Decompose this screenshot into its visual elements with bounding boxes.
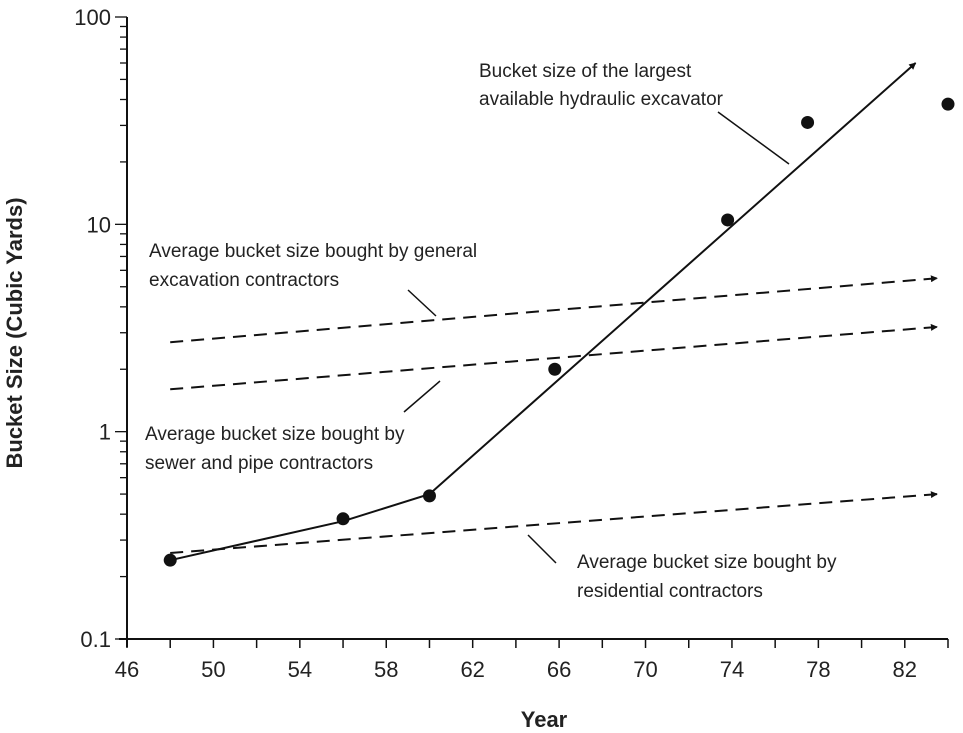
x-tick-label: 46 xyxy=(115,657,139,682)
y-axis-title: Bucket Size (Cubic Yards) xyxy=(2,197,27,468)
axes: 46 50 54 58 62 66 70 74 78 82 0.1 1 10 100 Year Bucket … xyxy=(2,5,949,732)
annotation-general: excavation contractors xyxy=(149,270,339,291)
y-tick-label: 1 xyxy=(99,420,111,445)
series-line-sewer xyxy=(170,323,938,391)
series-layer xyxy=(169,62,938,562)
x-axis-title: Year xyxy=(521,707,568,732)
points-layer xyxy=(163,97,955,567)
annotation-layer: Bucket size of the largest available hydr… xyxy=(145,61,837,602)
leader-line-largest xyxy=(717,111,790,165)
x-tick-label: 62 xyxy=(460,657,484,682)
x-tick-label: 78 xyxy=(806,657,830,682)
data-point xyxy=(941,97,955,111)
y-tick-label: 10 xyxy=(87,212,111,237)
leader-line-sewer xyxy=(403,380,441,413)
series-line-general xyxy=(170,275,938,344)
data-point xyxy=(801,115,815,129)
data-point xyxy=(336,512,350,526)
data-point xyxy=(548,362,562,376)
x-tick-label: 74 xyxy=(720,657,744,682)
series-line-largest xyxy=(169,62,917,562)
annotation-residential: Average bucket size bought by xyxy=(577,552,837,573)
annotation-largest: Bucket size of the largest xyxy=(479,61,692,82)
x-tick-label: 70 xyxy=(633,657,657,682)
data-point xyxy=(163,553,177,567)
leader-line-residential xyxy=(527,534,557,564)
x-tick-label: 58 xyxy=(374,657,398,682)
series-line-residential xyxy=(170,491,938,554)
x-tick-label: 54 xyxy=(288,657,312,682)
leader-line-general xyxy=(407,289,437,317)
x-tick-label: 66 xyxy=(547,657,571,682)
x-tick-label: 50 xyxy=(201,657,225,682)
annotation-sewer: sewer and pipe contractors xyxy=(145,453,373,474)
x-tick-label: 82 xyxy=(893,657,917,682)
annotation-largest: available hydraulic excavator xyxy=(479,89,724,110)
annotation-general: Average bucket size bought by general xyxy=(149,241,477,262)
y-tick-label: 0.1 xyxy=(80,627,111,652)
annotation-residential: residential contractors xyxy=(577,581,763,602)
annotation-sewer: Average bucket size bought by xyxy=(145,424,405,445)
y-tick-label: 100 xyxy=(74,5,111,30)
data-point xyxy=(721,213,735,227)
data-point xyxy=(422,489,436,503)
